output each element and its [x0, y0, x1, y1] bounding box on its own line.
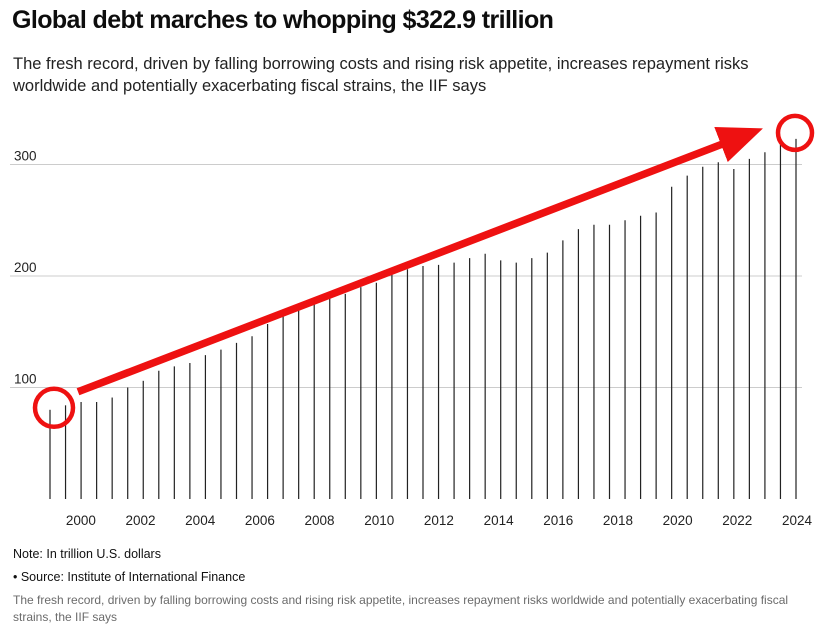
x-tick-label: 2018	[603, 513, 633, 528]
x-tick-label: 2004	[185, 513, 216, 528]
x-tick-label: 2010	[364, 513, 394, 528]
x-tick-label: 2008	[305, 513, 335, 528]
end-highlight-circle	[775, 113, 815, 153]
x-tick-label: 2012	[424, 513, 454, 528]
x-tick-label: 2000	[66, 513, 96, 528]
source-note: • Source: Institute of International Fin…	[13, 570, 246, 584]
x-axis-tick-labels: 2000 2002 2004 2006 2008 2010 2012 2014 2016 2018…	[66, 513, 813, 528]
x-tick-label: 2002	[125, 513, 155, 528]
annotations	[32, 113, 815, 430]
trend-arrow	[76, 127, 764, 396]
x-tick-label: 2024	[782, 513, 813, 528]
y-axis-tick-labels: 100 200 300	[14, 149, 37, 387]
start-highlight-circle	[32, 386, 76, 430]
gridlines	[10, 164, 802, 388]
chart-subtitle: The fresh record, driven by falling borr…	[13, 55, 749, 95]
chart-title: Global debt marches to whopping $322.9 t…	[12, 6, 554, 34]
x-tick-label: 2022	[722, 513, 752, 528]
x-tick-label: 2016	[543, 513, 573, 528]
x-tick-label: 2020	[663, 513, 693, 528]
caption: The fresh record, driven by falling borr…	[13, 593, 789, 624]
x-tick-label: 2014	[484, 513, 515, 528]
bars	[49, 138, 797, 499]
y-tick-label: 200	[14, 260, 37, 275]
y-tick-label: 100	[14, 372, 37, 387]
x-tick-label: 2006	[245, 513, 275, 528]
units-note: Note: In trillion U.S. dollars	[13, 547, 161, 561]
y-tick-label: 300	[14, 149, 37, 164]
